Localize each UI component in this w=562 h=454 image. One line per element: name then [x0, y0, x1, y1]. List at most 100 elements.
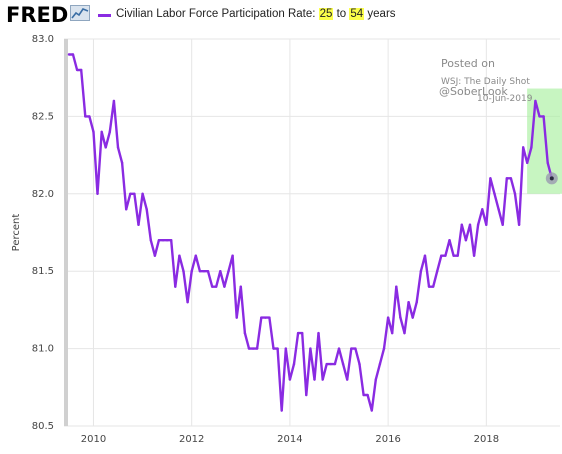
left-edge-band: [64, 39, 68, 426]
data-point: [174, 285, 177, 288]
data-point: [325, 362, 328, 366]
handle-text: @SoberLook: [439, 85, 508, 98]
data-point: [526, 161, 529, 165]
data-point: [239, 285, 242, 288]
data-point: [427, 285, 431, 288]
data-point: [243, 331, 247, 335]
data-point: [84, 115, 87, 118]
data-point: [198, 270, 202, 273]
data-point: [190, 270, 193, 273]
fred-graph-icon: [70, 5, 90, 21]
data-point: [366, 393, 369, 397]
data-point: [194, 254, 197, 257]
data-point: [112, 99, 116, 103]
data-point: [100, 130, 103, 134]
legend-mid: to: [333, 8, 350, 20]
data-point: [92, 130, 95, 134]
x-tick-label: 2018: [474, 434, 499, 445]
y-tick-label: 80.5: [32, 421, 54, 432]
data-point: [145, 208, 148, 211]
data-point: [153, 254, 157, 257]
data-point: [431, 285, 435, 288]
data-point: [116, 146, 120, 149]
data-point: [137, 223, 140, 226]
data-point: [186, 300, 189, 304]
data-point: [223, 285, 226, 288]
data-point: [448, 239, 451, 242]
data-point: [370, 409, 373, 412]
data-point: [354, 347, 357, 350]
data-point: [67, 53, 71, 56]
data-point: [358, 362, 361, 366]
y-tick-label: 83.0: [32, 34, 54, 45]
fred-logo: FRED: [6, 3, 69, 27]
data-point: [395, 285, 398, 288]
data-point: [268, 316, 271, 319]
grid-lines: [64, 38, 560, 427]
data-point: [452, 254, 455, 257]
data-point: [333, 362, 337, 366]
legend-swatch: [98, 14, 111, 17]
data-point: [329, 362, 333, 366]
data-point: [444, 254, 447, 257]
data-point: [231, 254, 234, 257]
data-point: [374, 378, 378, 381]
data-point: [419, 270, 423, 273]
data-point: [170, 239, 173, 242]
data-point: [108, 130, 112, 134]
data-point: [272, 347, 275, 350]
data-point: [337, 347, 341, 350]
data-point: [251, 347, 255, 350]
data-point: [133, 192, 136, 195]
data-point: [129, 192, 132, 195]
data-point: [440, 254, 443, 257]
data-point: [210, 285, 214, 288]
data-point: [546, 161, 549, 165]
data-point: [378, 362, 382, 366]
data-point: [292, 362, 296, 366]
y-tick-label: 81.5: [32, 266, 54, 277]
data-point: [260, 316, 263, 319]
y-axis-ticks: 80.5 81.0 81.5 82.0 82.5 83.0: [32, 34, 54, 432]
data-point: [296, 331, 300, 335]
y-axis-label: Percent: [11, 214, 22, 252]
data-point: [300, 331, 304, 335]
data-point: [468, 223, 472, 226]
data-point: [386, 316, 390, 319]
data-point: [280, 409, 283, 412]
data-point: [481, 208, 484, 211]
data-point: [521, 146, 525, 149]
legend-prefix: Civilian Labor Force Participation Rate:: [116, 8, 319, 20]
data-point: [206, 270, 210, 273]
data-point: [125, 208, 128, 211]
data-point: [497, 208, 500, 211]
chart-header: FRED Civilian Labor Force Participation …: [0, 0, 562, 30]
data-point: [399, 316, 402, 319]
data-point: [472, 254, 476, 257]
data-point: [513, 192, 517, 195]
data-point: [157, 239, 161, 242]
data-point: [411, 316, 414, 319]
data-point: [141, 192, 144, 195]
data-point: [464, 239, 468, 242]
data-point: [542, 115, 545, 118]
data-point: [321, 378, 324, 381]
data-point: [288, 378, 292, 381]
data-point: [350, 347, 353, 350]
data-point: [104, 146, 107, 149]
data-point: [276, 347, 279, 350]
data-point: [305, 393, 308, 397]
data-point: [530, 146, 533, 149]
series-points: [67, 53, 553, 412]
data-point: [71, 53, 75, 56]
data-point: [219, 270, 222, 273]
data-point: [202, 270, 206, 273]
data-point: [96, 192, 99, 195]
data-point: [255, 347, 259, 350]
data-point: [178, 254, 181, 257]
data-point: [309, 347, 312, 350]
data-point: [346, 378, 349, 381]
data-point: [493, 192, 496, 195]
legend-label: Civilian Labor Force Participation Rate:…: [116, 8, 396, 20]
data-point: [485, 223, 488, 226]
